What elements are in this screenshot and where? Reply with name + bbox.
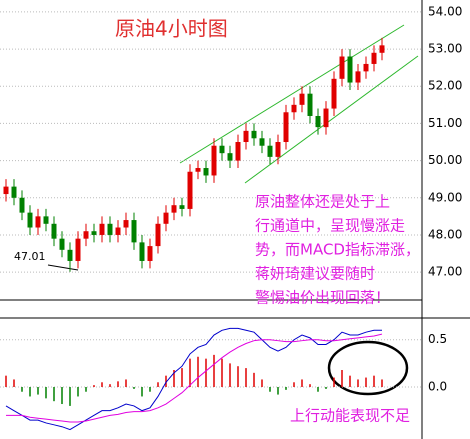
- channel-line: [179, 24, 405, 164]
- candle-body: [299, 93, 305, 105]
- candle-body: [291, 104, 297, 113]
- candle-body: [67, 249, 73, 261]
- candle-body: [179, 205, 185, 209]
- comment-line: 原油整体还是处于上: [255, 193, 390, 211]
- candle-body: [347, 56, 353, 83]
- annotation-line: [47, 264, 79, 271]
- candle-body: [379, 45, 385, 53]
- candle-body: [19, 197, 25, 213]
- candle-body: [355, 71, 361, 83]
- candle-body: [275, 142, 281, 157]
- y-tick-label: 49.00: [428, 190, 462, 204]
- candle-body: [75, 238, 81, 261]
- candle-body: [243, 130, 249, 143]
- candle-body: [323, 108, 329, 128]
- candle-body: [43, 216, 49, 224]
- candle-body: [235, 142, 241, 161]
- y-tick-label: 54.00: [428, 4, 462, 18]
- comment-line: 行通道中，呈现慢涨走: [255, 217, 405, 235]
- candle-body: [3, 186, 9, 195]
- candle-body: [171, 205, 177, 213]
- candle-body: [267, 145, 273, 157]
- candle-body: [259, 138, 265, 146]
- candle-body: [251, 130, 257, 139]
- macd-line: [6, 333, 383, 423]
- candle-body: [339, 56, 345, 79]
- candle-body: [115, 227, 121, 235]
- y-tick-label: 0.5: [428, 332, 447, 346]
- candle-body: [283, 112, 289, 143]
- candle-body: [59, 238, 65, 250]
- candle-body: [123, 220, 129, 228]
- y-tick-label: 48.00: [428, 227, 462, 241]
- candle-body: [219, 145, 225, 154]
- candle-body: [35, 216, 41, 228]
- highlight-ellipse: [327, 340, 409, 396]
- macd-line: [5, 327, 382, 431]
- candle-body: [107, 223, 113, 235]
- candle-body: [331, 78, 337, 109]
- y-tick-label: 52.00: [428, 79, 462, 93]
- candle-body: [315, 115, 321, 128]
- candle-body: [155, 223, 161, 247]
- candle-body: [91, 231, 97, 235]
- candle-body: [211, 145, 217, 176]
- low-annotation: 47.01: [14, 250, 46, 263]
- candle-body: [27, 212, 33, 228]
- y-tick-label: 47.00: [428, 265, 462, 279]
- candle-body: [307, 93, 313, 116]
- comment-line: 蒋妍琦建议要随时: [255, 265, 375, 283]
- chart-title: 原油4小时图: [115, 17, 228, 41]
- candle-body: [83, 231, 89, 239]
- channel-line: [244, 55, 419, 184]
- candle-body: [139, 242, 145, 261]
- candle-body: [371, 52, 377, 64]
- macd-annotation: 上行动能表现不足: [290, 407, 410, 425]
- candle-body: [227, 153, 233, 161]
- candle-body: [131, 220, 137, 243]
- candle-body: [187, 171, 193, 209]
- candle-body: [147, 246, 153, 261]
- candle-body: [363, 63, 369, 72]
- comment-line: 警惕油价出现回落！: [255, 289, 390, 307]
- y-tick-label: 0.0: [428, 380, 447, 394]
- candle-body: [163, 212, 169, 224]
- y-tick-label: 51.00: [428, 116, 462, 130]
- candle-body: [51, 223, 57, 239]
- candle-body: [99, 223, 105, 235]
- candle-body: [203, 168, 209, 176]
- candle-body: [195, 168, 201, 172]
- y-tick-label: 50.00: [428, 153, 462, 167]
- candle-body: [11, 186, 17, 198]
- y-tick-label: 53.00: [428, 42, 462, 56]
- comment-line: 势，而MACD指标滞涨，: [255, 241, 420, 259]
